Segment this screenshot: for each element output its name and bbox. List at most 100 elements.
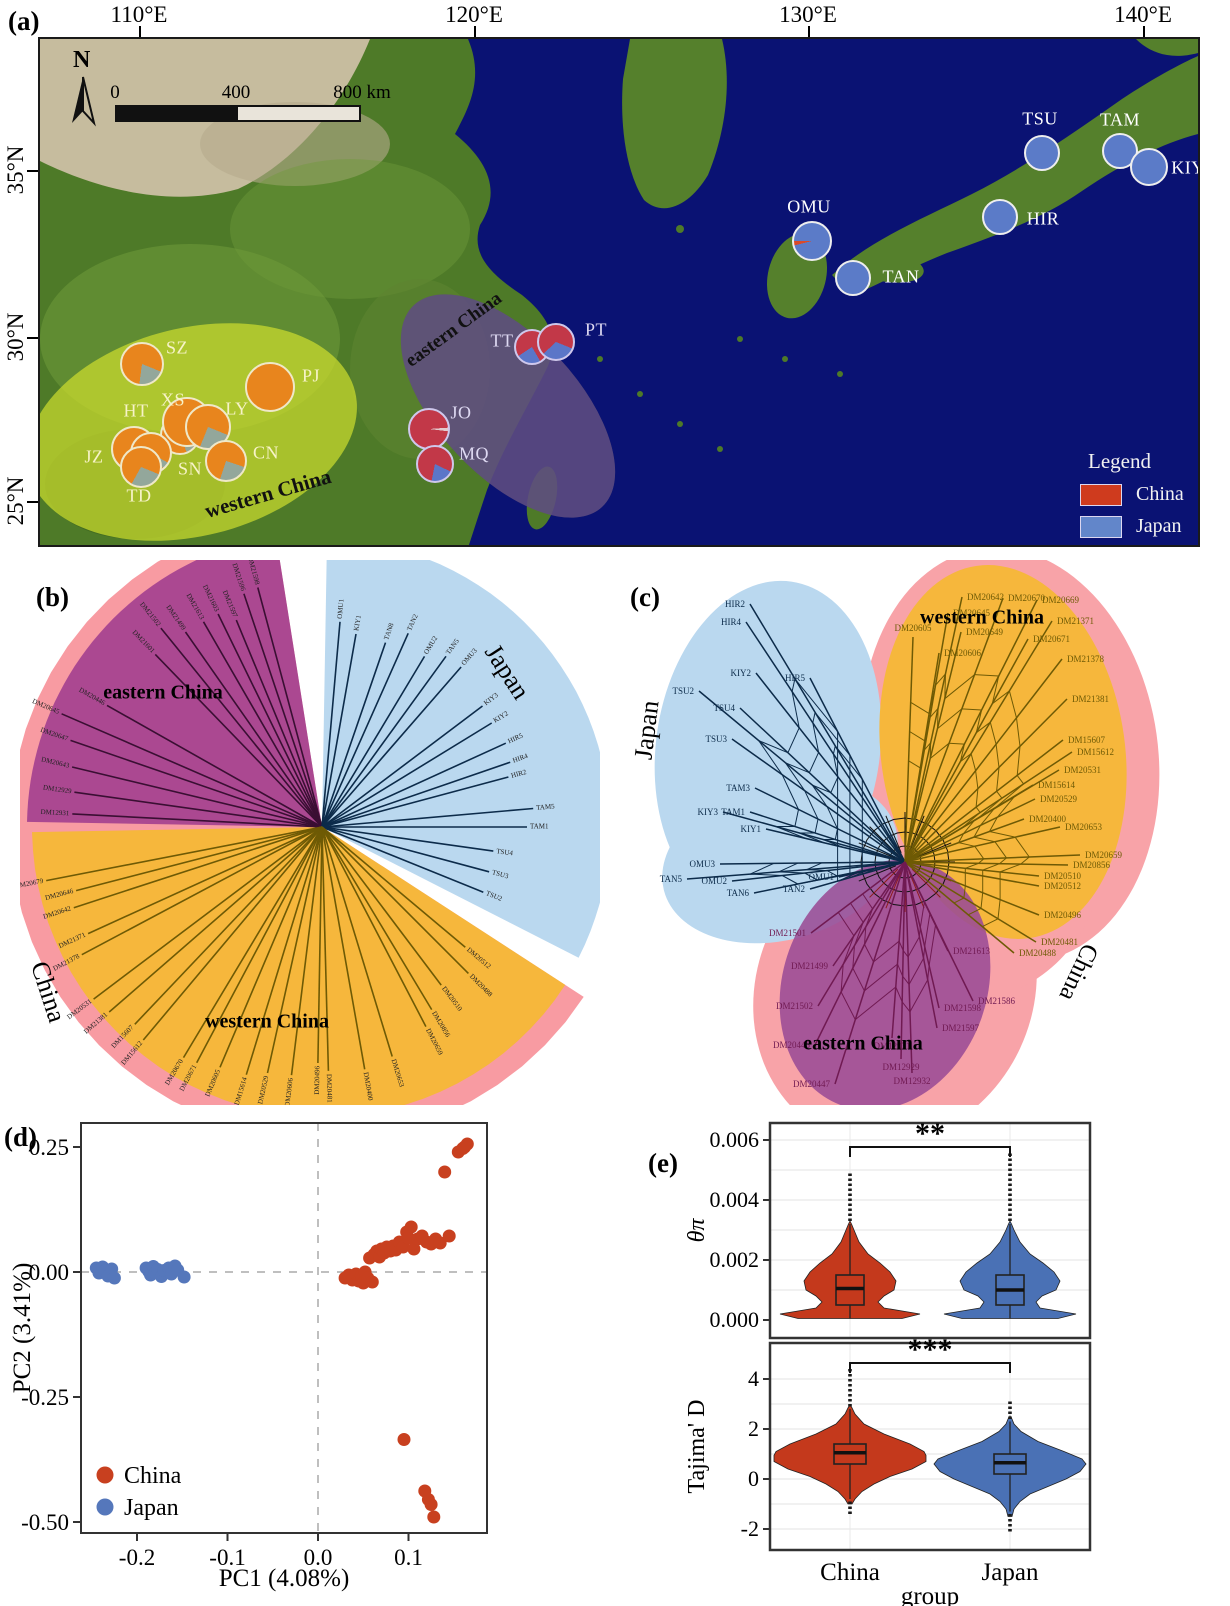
- network-rung: [989, 817, 998, 832]
- tree-branch: [321, 705, 483, 828]
- network-branch: [904, 798, 1036, 863]
- network-tip-label: DM21502: [776, 1001, 813, 1011]
- network-rung: [973, 836, 996, 843]
- network-rung: [994, 841, 1007, 859]
- tree-label-western-china: western China: [205, 1010, 329, 1033]
- network-rung: [794, 678, 838, 732]
- network-tip-label: OMU1: [808, 872, 834, 882]
- network-tip-label: KIY1: [741, 824, 762, 834]
- tree-branch: [321, 807, 534, 828]
- network-branch: [904, 861, 1040, 887]
- lat-tick-mark: [27, 337, 38, 339]
- network-tip-label: HIR5: [785, 673, 805, 683]
- tree-branch: [317, 826, 323, 1064]
- network-branch: [810, 861, 906, 934]
- network-branch: [904, 861, 913, 1074]
- pca-point-china: [433, 1236, 447, 1250]
- tree-tip-label: TSU4: [496, 847, 514, 857]
- network-rung: [997, 899, 1001, 919]
- tree-branch: [72, 813, 323, 828]
- site-label-SZ: SZ: [165, 337, 189, 358]
- y-tick-label: 0: [748, 1466, 759, 1491]
- y-tick-label: 0.000: [710, 1307, 760, 1332]
- network-rung: [812, 784, 831, 794]
- pca-point-china: [442, 1229, 456, 1243]
- network-rung: [963, 885, 966, 899]
- network-branch: [754, 787, 906, 863]
- map-legend-item-china: China: [1080, 483, 1195, 506]
- network-rung: [842, 935, 855, 965]
- network-rung: [908, 958, 925, 985]
- network-rung: [978, 858, 985, 864]
- network-rung: [953, 897, 965, 904]
- network-rung: [852, 945, 855, 969]
- network-tip-label: DM20669: [1042, 595, 1080, 605]
- network-rung: [909, 731, 925, 742]
- network-rung: [814, 712, 851, 756]
- lat-tick-label: 30°N: [3, 312, 28, 362]
- network-rung: [973, 825, 981, 838]
- tree-branch: [81, 826, 323, 956]
- network-rung: [975, 788, 979, 808]
- tree-tip-label: TAM1: [530, 823, 549, 831]
- network-tip-label: DM20496: [1044, 910, 1082, 920]
- site-pie-JO: [408, 408, 450, 450]
- panel-label-d: (d): [4, 1122, 37, 1152]
- lon-tick-mark: [1143, 26, 1145, 37]
- network-mesh-spoke: [908, 871, 925, 909]
- unrooted-tree-panel: DM12931 DM12929 DM20643 DM20647 DM20645 DM204…: [10, 518, 610, 1139]
- network-branch: [904, 751, 1073, 863]
- network-rung: [791, 691, 800, 728]
- network-tip-label: DM20529: [1040, 794, 1078, 804]
- north-arrow-icon: [72, 76, 96, 127]
- network-tip-label: TAN5: [660, 874, 683, 884]
- tree-branch: [75, 826, 323, 892]
- network-rung: [907, 936, 920, 958]
- significance-stars: ***: [908, 1333, 953, 1366]
- violin-frame: [768, 1121, 1092, 1340]
- network-rung: [864, 963, 898, 992]
- lon-tick-mark: [808, 26, 810, 37]
- tree-branch: [134, 826, 323, 1025]
- tree-branch: [182, 826, 323, 1059]
- pca-point-japan: [177, 1270, 191, 1284]
- tree-branch: [321, 761, 511, 828]
- network-rung: [995, 783, 1024, 808]
- network-rung: [778, 862, 798, 873]
- network-rung: [850, 902, 864, 923]
- network-rung: [1016, 746, 1021, 776]
- network-branch: [817, 861, 906, 1007]
- tree-branch: [61, 713, 323, 828]
- site-label-CN: CN: [252, 442, 280, 463]
- network-rung: [834, 745, 863, 780]
- western-china-blob: [32, 827, 566, 1117]
- lon-tick-label: 140°E: [1114, 2, 1172, 27]
- network-tip-label: DM20670: [1008, 593, 1046, 603]
- network-branch: [739, 707, 906, 863]
- network-rung: [995, 796, 1015, 808]
- network-branch: [904, 861, 940, 1009]
- panel-label-e: (e): [648, 1148, 678, 1178]
- network-branch: [904, 861, 1037, 943]
- network-rung: [975, 770, 979, 789]
- y-tick-label: 0.25: [29, 1135, 69, 1160]
- panel-label-a: (a): [8, 6, 40, 36]
- network-rung: [978, 808, 995, 818]
- network-branch: [749, 811, 906, 863]
- network-rung: [897, 963, 904, 977]
- y-tick-label: 4: [748, 1366, 759, 1391]
- network-rung: [924, 913, 931, 947]
- y-axis-label: PC2 (3.41%): [9, 1263, 36, 1394]
- network-tip-label: TSU3: [705, 734, 727, 744]
- tree-branch: [321, 826, 484, 893]
- site-label-XS: XS: [160, 389, 186, 410]
- network-tip-label: TAN2: [783, 884, 805, 894]
- network-rung: [822, 839, 843, 848]
- network-tip-label: DM20653: [1065, 822, 1103, 832]
- network-mesh-spoke: [858, 865, 896, 882]
- network-branch: [904, 861, 1040, 877]
- tree-branch: [70, 739, 323, 828]
- group-tick-label: China: [820, 1559, 880, 1586]
- tree-branch: [87, 826, 323, 935]
- network-rung: [978, 797, 1003, 818]
